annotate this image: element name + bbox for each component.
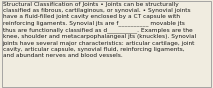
Text: Structural Classification of Joints • Joints can be structurally
classified as f: Structural Classification of Joints • Jo… — [3, 2, 196, 58]
FancyBboxPatch shape — [2, 1, 211, 87]
